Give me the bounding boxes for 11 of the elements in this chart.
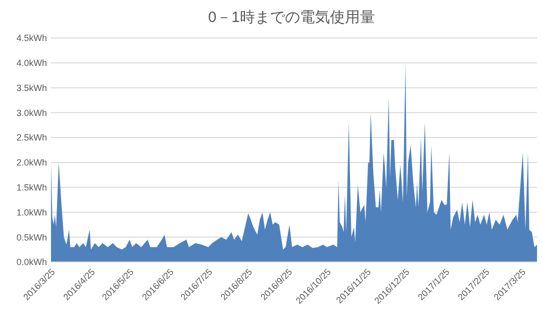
y-tick-label: 1.0kWh [16,207,47,218]
y-tick-label: 2.5kWh [16,132,47,143]
y-tick-label: 0.5kWh [16,232,47,242]
y-tick-label: 1.5kWh [16,182,47,192]
y-tick-label: 3.5kWh [16,82,47,93]
y-tick-label: 4.5kWh [16,33,47,44]
y-tick-label: 2.0kWh [16,158,47,168]
y-tick-label: 3.0kWh [16,108,47,118]
chart-title: 0－1時までの電気使用量 [208,9,375,26]
y-tick-label: 0.0kWh [16,257,47,268]
y-tick-label: 4.0kWh [16,58,47,68]
